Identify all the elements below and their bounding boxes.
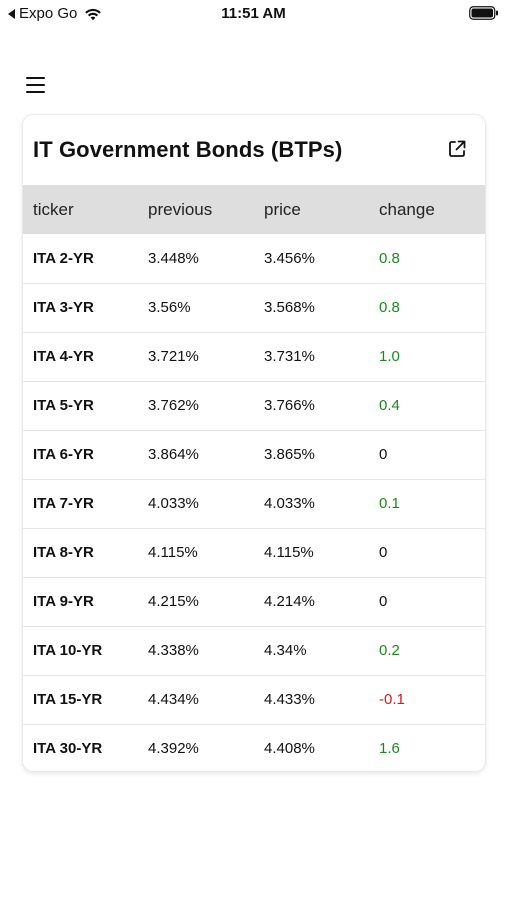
hamburger-menu-icon[interactable]	[24, 74, 48, 96]
card-header: IT Government Bonds (BTPs)	[23, 115, 485, 185]
back-to-expo-go[interactable]: Expo Go	[8, 5, 102, 22]
column-header-change[interactable]: change	[379, 199, 435, 219]
external-link-icon[interactable]	[447, 139, 467, 159]
table-row[interactable]: ITA 2-YR 3.448% 3.456% 0.8	[23, 234, 485, 283]
ticker-cell: ITA 6-YR	[33, 446, 94, 463]
status-bar: Expo Go 11:51 AM	[0, 0, 507, 30]
previous-cell: 4.215%	[148, 593, 199, 610]
bonds-table: ticker previous price change ITA 2-YR 3.…	[23, 185, 485, 771]
change-cell: 0.4	[379, 397, 400, 414]
change-cell: 0	[379, 544, 388, 561]
previous-cell: 4.115%	[148, 544, 198, 561]
column-header-previous[interactable]: previous	[148, 199, 213, 219]
price-cell: 4.214%	[264, 593, 315, 610]
table-row[interactable]: ITA 30-YR 4.392% 4.408% 1.6	[23, 724, 485, 771]
change-cell: 0.1	[379, 495, 400, 512]
table-row[interactable]: ITA 3-YR 3.56% 3.568% 0.8	[23, 283, 485, 332]
ticker-cell: ITA 4-YR	[33, 348, 94, 365]
previous-cell: 3.762%	[148, 397, 199, 414]
change-cell: 1.6	[379, 740, 400, 758]
price-cell: 4.408%	[264, 740, 315, 758]
ticker-cell: ITA 10-YR	[33, 642, 103, 659]
change-cell: -0.1	[379, 691, 405, 708]
price-cell: 4.433%	[264, 691, 315, 708]
card-title: IT Government Bonds (BTPs)	[33, 137, 343, 162]
ticker-cell: ITA 3-YR	[33, 299, 94, 316]
ticker-cell: ITA 5-YR	[33, 397, 94, 414]
table-row[interactable]: ITA 15-YR 4.434% 4.433% -0.1	[23, 675, 485, 724]
change-cell: 0	[379, 446, 388, 463]
previous-cell: 3.864%	[148, 446, 199, 463]
column-header-ticker[interactable]: ticker	[33, 199, 74, 219]
table-row[interactable]: ITA 4-YR 3.721% 3.731% 1.0	[23, 332, 485, 381]
table-row[interactable]: ITA 8-YR 4.115% 4.115% 0	[23, 528, 485, 577]
previous-cell: 4.033%	[148, 495, 199, 512]
change-cell: 0	[379, 593, 388, 610]
price-cell: 4.34%	[264, 642, 307, 659]
table-row[interactable]: ITA 9-YR 4.215% 4.214% 0	[23, 577, 485, 626]
battery-icon	[469, 6, 498, 20]
price-cell: 4.115%	[264, 544, 314, 561]
previous-cell: 4.392%	[148, 740, 199, 758]
previous-cell: 3.448%	[148, 249, 199, 267]
ticker-cell: ITA 9-YR	[33, 593, 94, 610]
previous-cell: 3.721%	[148, 348, 199, 365]
price-cell: 3.731%	[264, 348, 315, 365]
table-row[interactable]: ITA 7-YR 4.033% 4.033% 0.1	[23, 479, 485, 528]
ticker-cell: ITA 8-YR	[33, 544, 94, 561]
price-cell: 3.456%	[264, 249, 315, 267]
bonds-card: IT Government Bonds (BTPs) ticker previo…	[23, 115, 485, 771]
status-time: 11:51 AM	[221, 5, 286, 22]
column-header-price[interactable]: price	[264, 199, 301, 219]
change-cell: 0.8	[379, 249, 400, 267]
change-cell: 0.2	[379, 642, 400, 659]
ticker-cell: ITA 7-YR	[33, 495, 94, 512]
back-arrow-icon	[8, 8, 15, 19]
ticker-cell: ITA 2-YR	[33, 249, 94, 267]
price-cell: 3.766%	[264, 397, 315, 414]
wifi-icon	[85, 8, 102, 20]
table-row[interactable]: ITA 5-YR 3.762% 3.766% 0.4	[23, 381, 485, 430]
price-cell: 3.865%	[264, 446, 315, 463]
price-cell: 4.033%	[264, 495, 315, 512]
change-cell: 1.0	[379, 348, 400, 365]
change-cell: 0.8	[379, 299, 400, 316]
previous-cell: 4.338%	[148, 642, 199, 659]
ticker-cell: ITA 30-YR	[33, 740, 103, 758]
previous-cell: 4.434%	[148, 691, 199, 708]
table-row[interactable]: ITA 10-YR 4.338% 4.34% 0.2	[23, 626, 485, 675]
previous-cell: 3.56%	[148, 299, 191, 316]
ticker-cell: ITA 15-YR	[33, 691, 103, 708]
table-row[interactable]: ITA 6-YR 3.864% 3.865% 0	[23, 430, 485, 479]
back-label: Expo Go	[19, 5, 78, 22]
price-cell: 3.568%	[264, 299, 315, 316]
table-header-row: ticker previous price change	[23, 185, 485, 234]
